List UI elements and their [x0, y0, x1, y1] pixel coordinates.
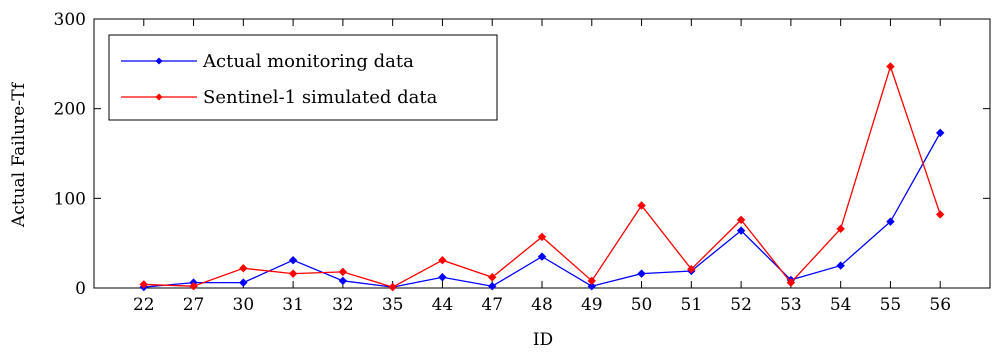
legend-label: Actual monitoring data: [202, 51, 414, 72]
data-point: [587, 281, 596, 291]
legend-label: Sentinel-1 simulated data: [203, 87, 438, 108]
data-point: [836, 261, 845, 270]
legend-item: Sentinel-1 simulated data: [121, 87, 438, 108]
x-tick-label: 48: [531, 295, 553, 315]
data-point: [637, 201, 646, 210]
data-point: [537, 252, 547, 261]
x-tick-label: 53: [780, 295, 802, 315]
series-2: [139, 62, 945, 292]
x-tick-label: 31: [282, 295, 304, 315]
x-tick-label: 54: [830, 295, 852, 315]
data-point: [637, 269, 646, 278]
x-axis-label: ID: [533, 330, 553, 350]
x-tick-label: 44: [432, 295, 454, 315]
data-point: [886, 62, 895, 71]
x-tick-label: 55: [880, 295, 902, 315]
x-tick-label: 35: [382, 295, 404, 315]
series-line: [143, 132, 941, 288]
data-point: [438, 255, 447, 265]
x-tick-label: 22: [133, 295, 155, 315]
data-point: [239, 264, 248, 273]
series-1: [139, 128, 945, 292]
x-tick-label: 32: [332, 295, 354, 315]
series-layer: [139, 62, 945, 292]
data-point: [886, 217, 895, 226]
data-point: [786, 278, 796, 287]
data-point: [936, 210, 945, 219]
data-point: [736, 215, 746, 225]
data-point: [189, 281, 198, 291]
data-point: [836, 224, 845, 234]
y-axis: 0 100 200 300: [54, 10, 990, 299]
data-point: [587, 276, 596, 286]
y-tick-label: 300: [54, 10, 86, 30]
data-point: [736, 226, 746, 235]
data-point: [537, 232, 547, 242]
y-tick-label: 0: [75, 279, 86, 299]
y-tick-label: 200: [54, 100, 86, 120]
x-tick-label: 49: [581, 295, 603, 315]
data-point: [288, 255, 298, 265]
x-tick-label: 47: [481, 295, 503, 315]
x-tick-label: 50: [631, 295, 653, 315]
data-point: [488, 273, 497, 282]
x-tick-label: 51: [681, 295, 703, 315]
data-point: [338, 267, 348, 277]
legend: Actual monitoring data Sentinel-1 simulat…: [108, 34, 498, 121]
data-point: [139, 280, 148, 289]
legend-box: [108, 34, 498, 121]
data-point: [288, 269, 298, 278]
legend-item: Actual monitoring data: [121, 51, 414, 72]
data-point: [936, 128, 945, 138]
data-point: [388, 282, 397, 292]
data-point: [438, 273, 447, 282]
y-axis-label: Actual Failure-Tf: [9, 81, 29, 228]
data-point: [687, 264, 696, 274]
x-tick-label: 56: [929, 295, 951, 315]
x-tick-label: 27: [183, 295, 205, 315]
data-point: [239, 278, 248, 287]
legend-marker: [155, 93, 163, 101]
data-point: [338, 276, 348, 286]
x-tick-label: 52: [730, 295, 752, 315]
data-point: [488, 281, 497, 291]
x-tick-label: 30: [233, 295, 255, 315]
legend-marker: [155, 57, 163, 65]
y-tick-label: 100: [54, 189, 86, 209]
